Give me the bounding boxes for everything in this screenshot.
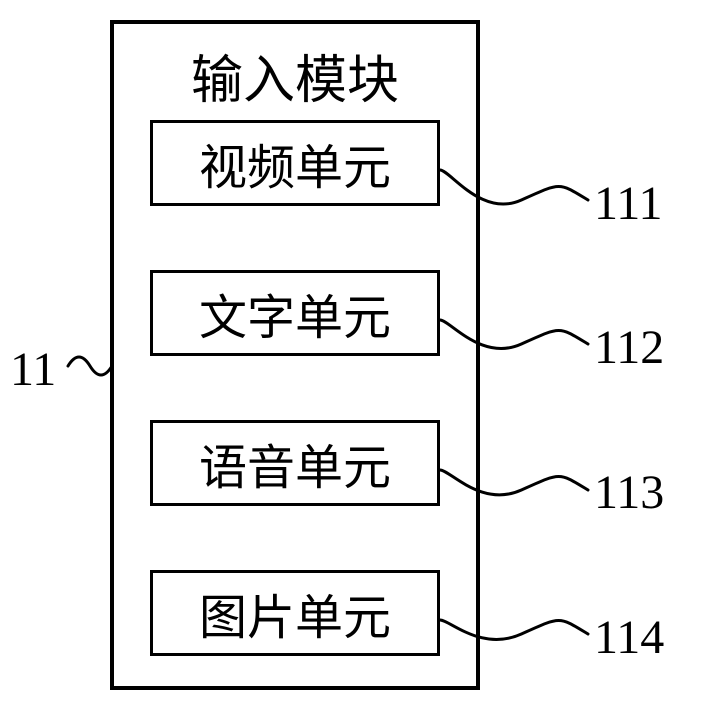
ref-label-unit-text: 112 — [594, 320, 664, 375]
unit-video-label: 视频单元 — [199, 128, 391, 198]
unit-image-label: 图片单元 — [199, 578, 391, 648]
ref-label-module: 11 — [10, 342, 56, 397]
unit-text-label: 文字单元 — [199, 278, 391, 348]
unit-image: 图片单元 — [150, 570, 440, 656]
unit-voice-label: 语音单元 — [199, 428, 391, 498]
ref-label-unit-video: 111 — [594, 176, 662, 231]
unit-voice: 语音单元 — [150, 420, 440, 506]
input-module-title: 输入模块 — [135, 38, 455, 113]
unit-text: 文字单元 — [150, 270, 440, 356]
unit-video: 视频单元 — [150, 120, 440, 206]
ref-label-unit-voice: 113 — [594, 465, 664, 520]
diagram-canvas: 输入模块 视频单元 文字单元 语音单元 图片单元 11 111 112 113 … — [0, 0, 718, 725]
ref-label-unit-image: 114 — [594, 610, 664, 665]
